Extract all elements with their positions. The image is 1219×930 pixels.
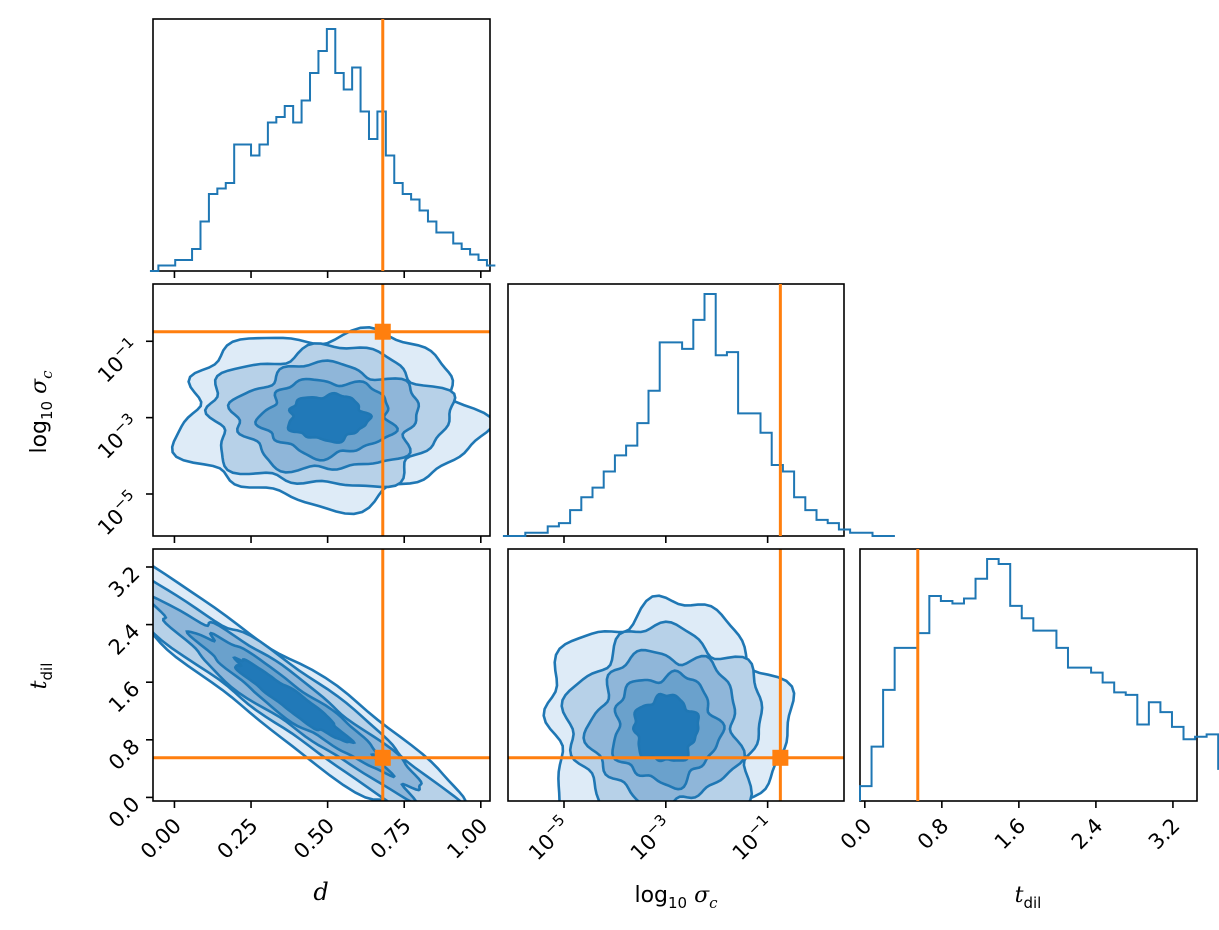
panel-hist-sigma <box>502 283 895 543</box>
tick-label: 3.2 <box>1144 814 1185 855</box>
tick-label: 0.0 <box>104 792 145 833</box>
tick-label: 1.6 <box>104 677 145 718</box>
tick-label: 10−1 <box>725 811 779 865</box>
tick-label: 2.4 <box>1067 814 1108 855</box>
panel-hist-d <box>149 18 496 278</box>
panel-hist-tdil: 0.0 0.8 1.6 2.4 3.2 <box>836 548 1219 855</box>
xlabel-log10-sigma-c: log10 σc <box>634 883 718 912</box>
tick-label: 0.75 <box>366 814 416 864</box>
xlabel-d: d <box>313 878 328 906</box>
contour-level <box>286 391 374 444</box>
axes-frame <box>152 548 491 802</box>
tick-label: 10−5 <box>90 486 144 540</box>
ylabel-log10-sigma-c: log10 σc <box>27 370 56 454</box>
histogram-d <box>149 28 496 272</box>
tick-label: 0.0 <box>836 814 877 855</box>
tick-label: 0.50 <box>289 814 339 864</box>
panel-contour-d-tdil: 0.00 0.25 0.50 0.75 1.00 0.0 0.8 1.6 2.4 3.2 <box>104 548 492 864</box>
tick-label: 10−3 <box>623 811 677 865</box>
tick-label: 10−3 <box>90 409 144 463</box>
truth-marker <box>374 749 391 766</box>
tick-label: 0.8 <box>913 814 954 855</box>
contour-level <box>232 656 357 745</box>
tick-label: 1.00 <box>442 814 492 864</box>
axes-frame <box>859 548 1198 802</box>
truth-marker <box>374 323 391 340</box>
tick-label: 1.6 <box>990 814 1031 855</box>
tick-label: 0.00 <box>136 814 186 864</box>
histogram-log10-sigma-c <box>502 293 895 537</box>
contour-level <box>631 692 700 763</box>
axes-frame <box>507 283 845 537</box>
tick-label: 0.25 <box>213 814 263 864</box>
tick-label: 10−1 <box>90 333 144 387</box>
panel-contour-d-sigma: 10−5 10−3 10−1 <box>90 283 491 543</box>
panel-contour-sigma-tdil: 10−5 10−3 10−1 <box>507 548 845 865</box>
axes-frame <box>152 18 491 272</box>
tick-label: 3.2 <box>104 562 145 603</box>
tick-label: 10−5 <box>521 811 575 865</box>
tick-label: 2.4 <box>104 619 145 660</box>
truth-marker <box>772 749 789 766</box>
xlabel-t-dil: tdil <box>1015 883 1042 912</box>
axes-frame <box>507 548 845 802</box>
histogram-t-dil <box>859 558 1219 801</box>
ylabel-t-dil: tdil <box>27 663 56 690</box>
tick-label: 0.8 <box>104 734 145 775</box>
